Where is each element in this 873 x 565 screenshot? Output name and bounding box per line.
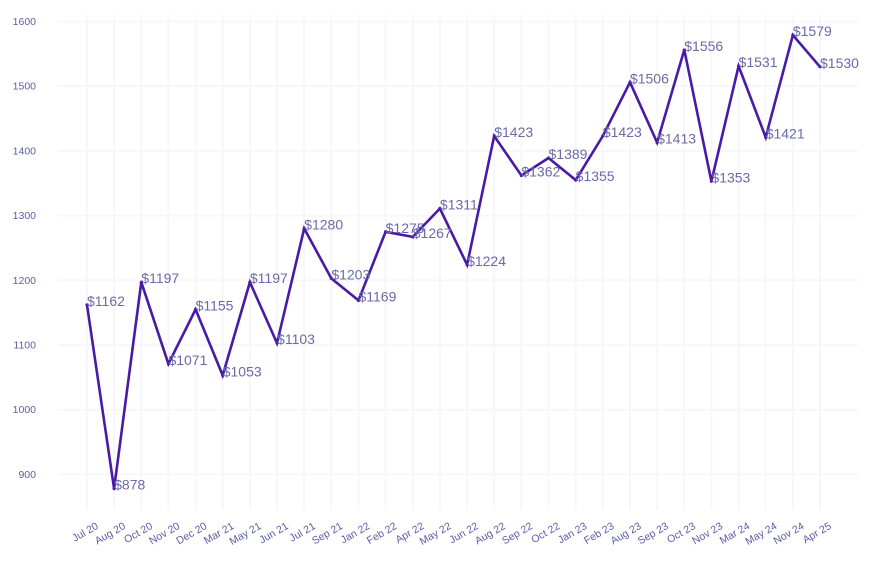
data-label: $1423	[603, 124, 642, 140]
data-point	[574, 178, 578, 182]
data-point	[139, 280, 143, 284]
data-label: $1556	[684, 38, 723, 54]
data-label: $878	[114, 477, 145, 493]
data-point	[465, 263, 469, 267]
data-label: $1506	[630, 70, 669, 86]
data-point	[628, 80, 632, 84]
data-point	[193, 307, 198, 312]
data-label: $1389	[549, 146, 588, 162]
y-tick-label: 1400	[13, 145, 37, 157]
data-label: $1280	[304, 217, 343, 233]
y-tick-label: 1200	[13, 275, 37, 287]
series-line-group	[85, 32, 822, 491]
data-point	[682, 48, 686, 52]
y-tick-label: 1500	[13, 81, 37, 93]
y-tick-label: 1300	[13, 210, 37, 222]
x-tick-label: Apr 25	[801, 520, 834, 546]
x-tick-label: Sep 23	[636, 520, 671, 547]
data-point	[655, 140, 659, 145]
x-tick-label: May 24	[743, 520, 779, 548]
data-label: $1362	[521, 163, 560, 179]
data-point	[601, 134, 605, 138]
data-point	[764, 135, 768, 139]
x-tick-label: Nov 24	[772, 520, 807, 547]
x-tick-label: Sep 21	[310, 520, 345, 547]
data-point	[248, 280, 252, 284]
data-label: $1103	[277, 331, 315, 347]
x-tick-label: Aug 20	[93, 520, 128, 547]
y-tick-label: 1100	[13, 340, 36, 352]
data-label: $1355	[576, 168, 615, 184]
data-label: $1421	[766, 125, 805, 141]
data-label: $1169	[358, 288, 396, 304]
data-point	[302, 226, 306, 231]
data-label: $1203	[331, 266, 370, 282]
data-label: $1197	[250, 270, 288, 286]
x-tick-label: May 22	[418, 520, 454, 548]
data-point	[85, 303, 89, 307]
data-point	[221, 373, 225, 378]
data-label: $1579	[793, 23, 832, 39]
x-tick-label: Oct 22	[529, 520, 562, 546]
data-label: $1423	[494, 124, 533, 140]
x-tick-label: Jun 21	[257, 520, 290, 546]
data-point	[818, 65, 822, 69]
data-label: $1197	[141, 270, 179, 286]
data-point	[791, 33, 795, 37]
data-label: $1353	[711, 169, 750, 185]
grid	[58, 15, 858, 510]
data-point	[736, 64, 741, 68]
data-label: $1413	[657, 130, 696, 146]
y-axis-ticks: 900 1000 1100 1200 1300 1400 1500 1600	[13, 16, 37, 481]
data-point	[438, 206, 442, 211]
x-tick-label: Nov 23	[690, 520, 725, 547]
x-tick-label: Feb 22	[365, 520, 399, 547]
data-label: $1530	[820, 55, 859, 71]
data-label: $1053	[223, 363, 262, 379]
data-point	[492, 134, 496, 138]
data-labels: $1162 $878 $1197 $1071 $1155 $1053 $1197 $1103 $…	[87, 23, 859, 493]
data-label: $1267	[413, 225, 452, 241]
data-point	[166, 362, 171, 366]
data-point	[519, 173, 523, 178]
x-tick-label: Dec 20	[174, 520, 209, 547]
data-point	[709, 179, 714, 183]
data-point	[356, 298, 361, 302]
y-tick-label: 1600	[13, 16, 37, 28]
data-label: $1275	[386, 220, 425, 236]
data-point	[329, 276, 333, 280]
series-line	[85, 32, 822, 489]
x-tick-label: May 21	[228, 520, 264, 548]
data-label: $1155	[196, 297, 234, 313]
data-point	[546, 156, 551, 160]
data-label: $1311	[440, 196, 478, 212]
data-point	[411, 235, 415, 239]
data-point	[112, 487, 116, 491]
data-point	[275, 341, 279, 345]
y-tick-label: 900	[18, 469, 36, 481]
data-label: $1531	[739, 54, 778, 70]
x-tick-label: Sep 22	[500, 520, 535, 547]
data-label: $1224	[467, 253, 506, 269]
data-label: $1162	[87, 293, 125, 309]
data-point	[384, 230, 388, 234]
data-label: $1071	[168, 352, 207, 368]
y-tick-label: 1000	[13, 404, 37, 416]
